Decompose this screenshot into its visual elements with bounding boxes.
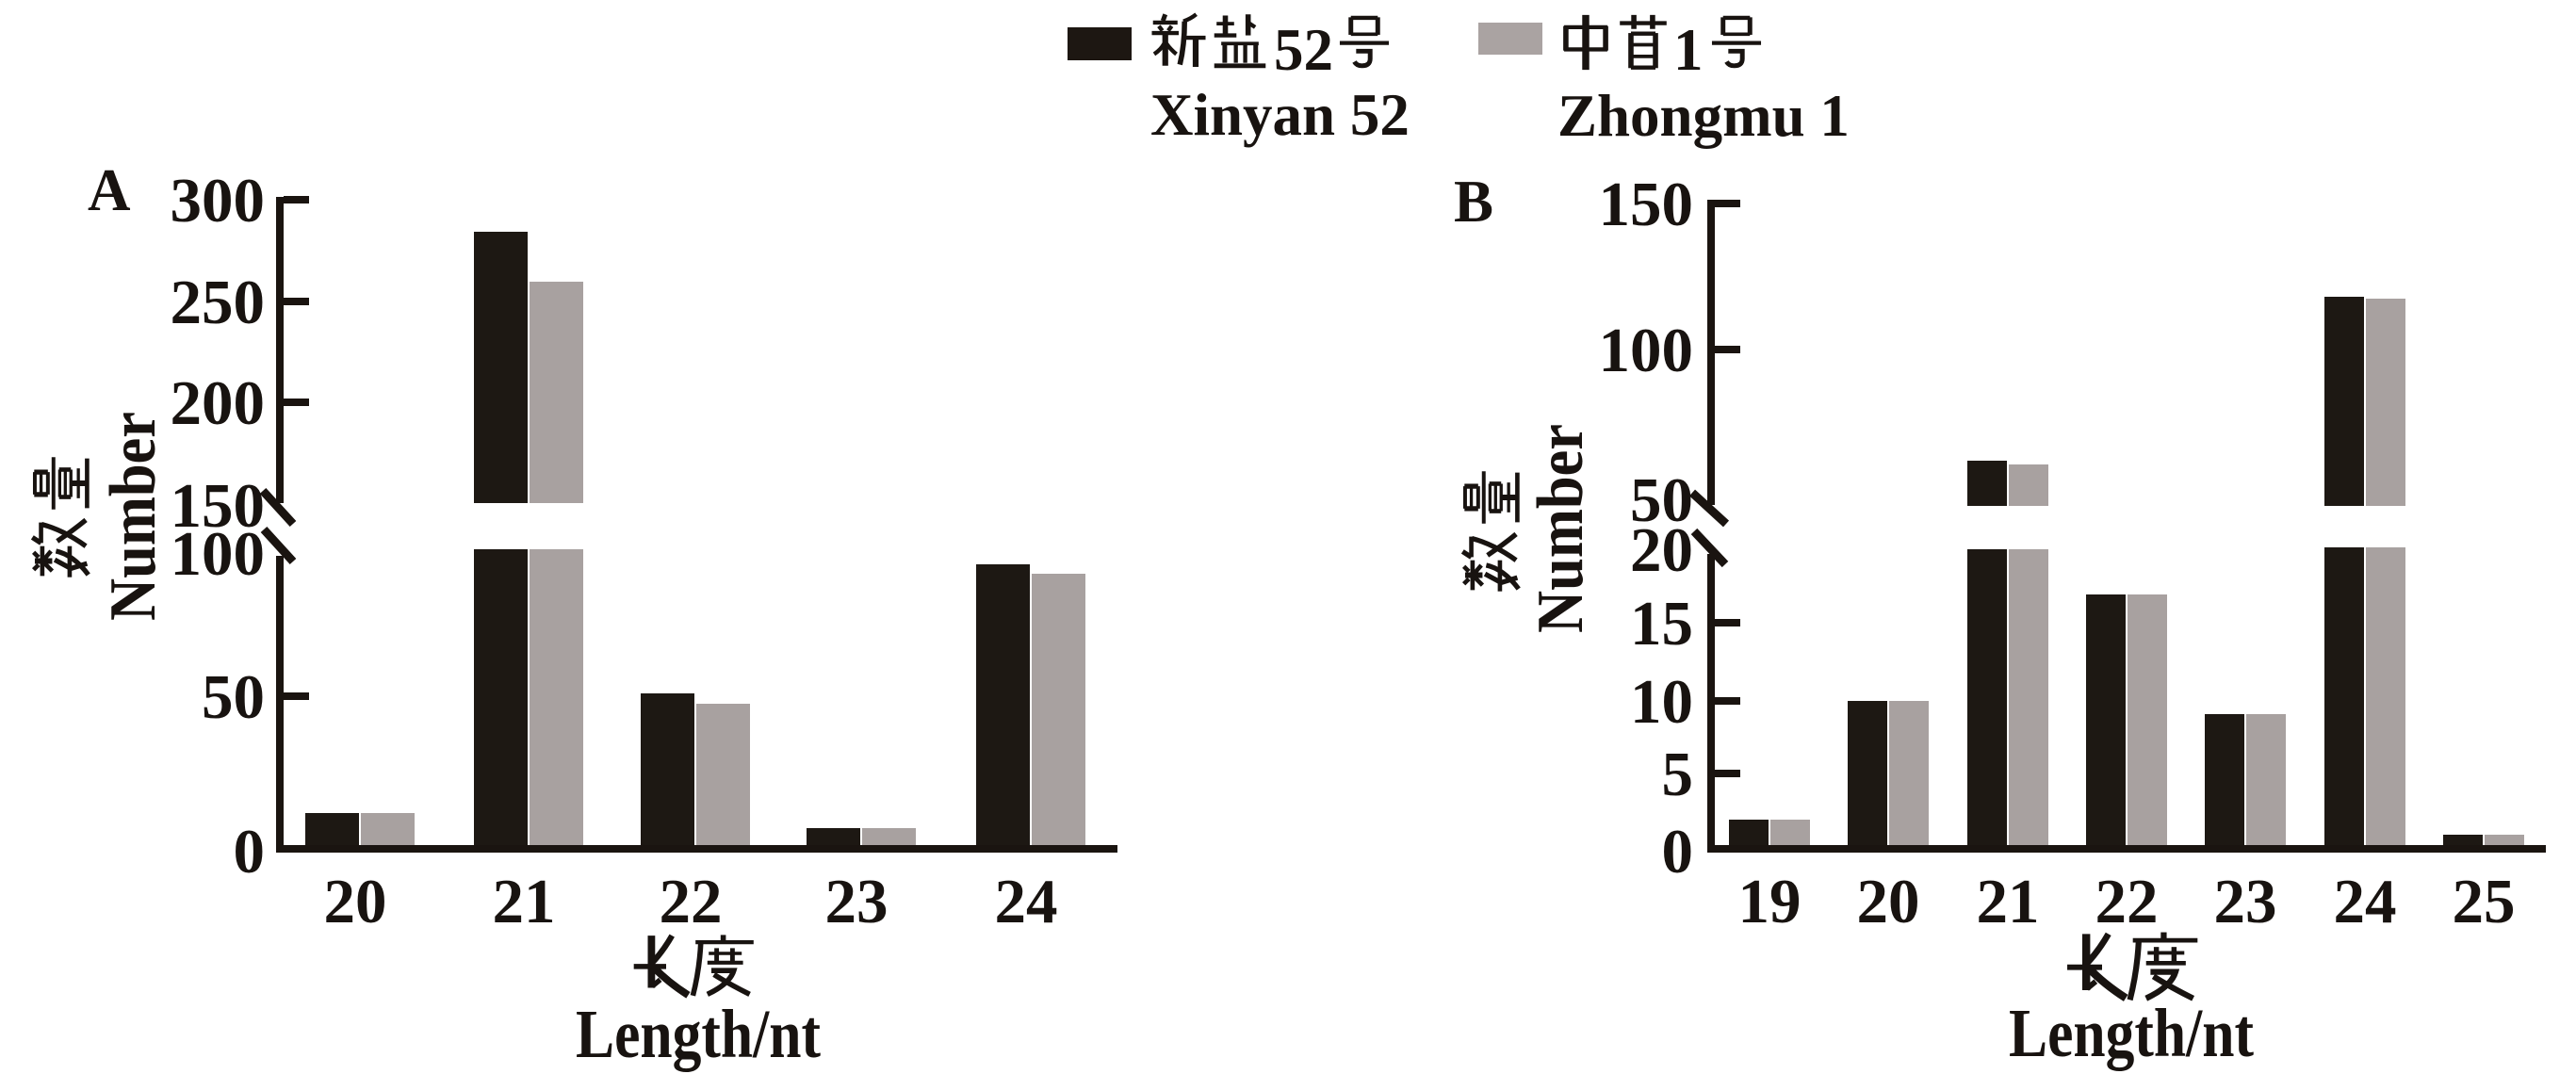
svg-text:100: 100: [1599, 316, 1694, 385]
svg-text:10: 10: [1630, 667, 1693, 737]
svg-text:100: 100: [171, 519, 266, 589]
svg-text:Length/nt: Length/nt: [2009, 995, 2254, 1071]
svg-text:50: 50: [202, 662, 265, 732]
svg-text:0: 0: [1662, 817, 1694, 887]
svg-text:50: 50: [1630, 465, 1693, 535]
svg-text:22: 22: [660, 867, 723, 936]
svg-text:21: 21: [493, 867, 556, 936]
svg-text:150: 150: [1599, 170, 1694, 239]
svg-text:Zhongmu 1: Zhongmu 1: [1557, 83, 1850, 149]
svg-text:20: 20: [324, 867, 387, 936]
svg-text:B: B: [1454, 169, 1493, 235]
svg-text:19: 19: [1738, 867, 1802, 936]
svg-text:0: 0: [234, 817, 266, 887]
svg-text:300: 300: [171, 166, 266, 236]
svg-text:20: 20: [1630, 515, 1693, 585]
svg-text:21: 21: [1977, 867, 2040, 936]
svg-text:15: 15: [1630, 589, 1693, 659]
svg-text:1: 1: [1673, 17, 1704, 83]
svg-text:150: 150: [171, 471, 266, 541]
svg-text:22: 22: [2095, 867, 2159, 936]
svg-text:23: 23: [825, 867, 889, 936]
svg-text:Length/nt: Length/nt: [576, 996, 821, 1072]
svg-text:Number: Number: [97, 412, 170, 621]
svg-text:25: 25: [2453, 867, 2516, 936]
svg-text:250: 250: [171, 268, 266, 337]
svg-text:Number: Number: [1524, 424, 1597, 633]
svg-text:20: 20: [1857, 867, 1920, 936]
svg-text:5: 5: [1662, 740, 1694, 809]
svg-text:23: 23: [2214, 867, 2277, 936]
svg-text:52: 52: [1274, 17, 1333, 83]
svg-text:200: 200: [171, 368, 266, 438]
svg-text:Xinyan 52: Xinyan 52: [1150, 82, 1410, 148]
svg-text:A: A: [88, 157, 131, 223]
svg-text:24: 24: [2334, 867, 2397, 936]
svg-text:24: 24: [995, 867, 1058, 936]
